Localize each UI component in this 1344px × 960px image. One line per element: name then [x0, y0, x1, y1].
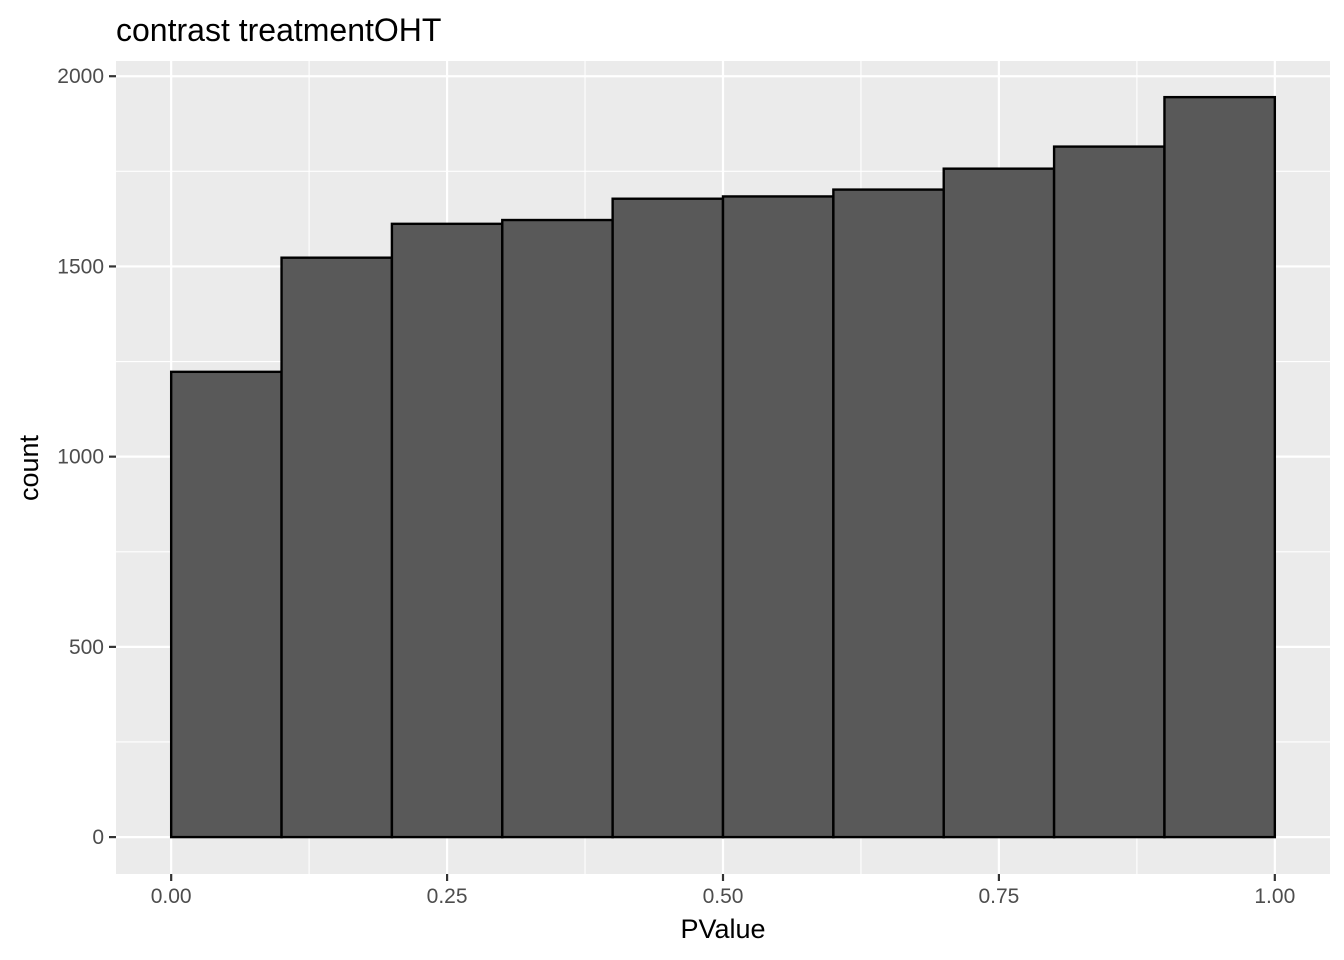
y-tick-label: 500: [69, 636, 104, 659]
histogram-bar: [280, 256, 394, 839]
histogram-bar: [390, 222, 504, 839]
x-tick-label: 1.00: [1254, 885, 1295, 908]
histogram-bars: [169, 95, 1277, 839]
x-axis-title: PValue: [680, 914, 765, 944]
histogram-bar: [721, 195, 835, 839]
histogram-bar: [169, 370, 283, 839]
y-axis-title: count: [14, 434, 44, 501]
x-tick-label: 0.25: [427, 885, 468, 908]
y-axis: 0 500 1000 1500 2000: [57, 65, 116, 849]
histogram-bar: [611, 197, 725, 839]
chart-title: contrast treatmentOHT: [116, 12, 441, 48]
y-tick-label: 1500: [57, 255, 104, 278]
histogram-bar: [501, 218, 614, 839]
x-tick-label: 0.75: [978, 885, 1019, 908]
histogram-bar: [832, 188, 945, 839]
x-axis: 0.00 0.25 0.50 0.75 1.00: [151, 874, 1295, 908]
y-tick-label: 1000: [57, 446, 104, 469]
histogram-bar: [942, 167, 1056, 839]
x-tick-label: 0.50: [703, 885, 744, 908]
histogram-bar: [1052, 145, 1166, 839]
x-tick-label: 0.00: [151, 885, 192, 908]
histogram-bar: [1163, 95, 1277, 839]
y-tick-label: 0: [92, 826, 104, 849]
y-tick-label: 2000: [57, 65, 104, 88]
